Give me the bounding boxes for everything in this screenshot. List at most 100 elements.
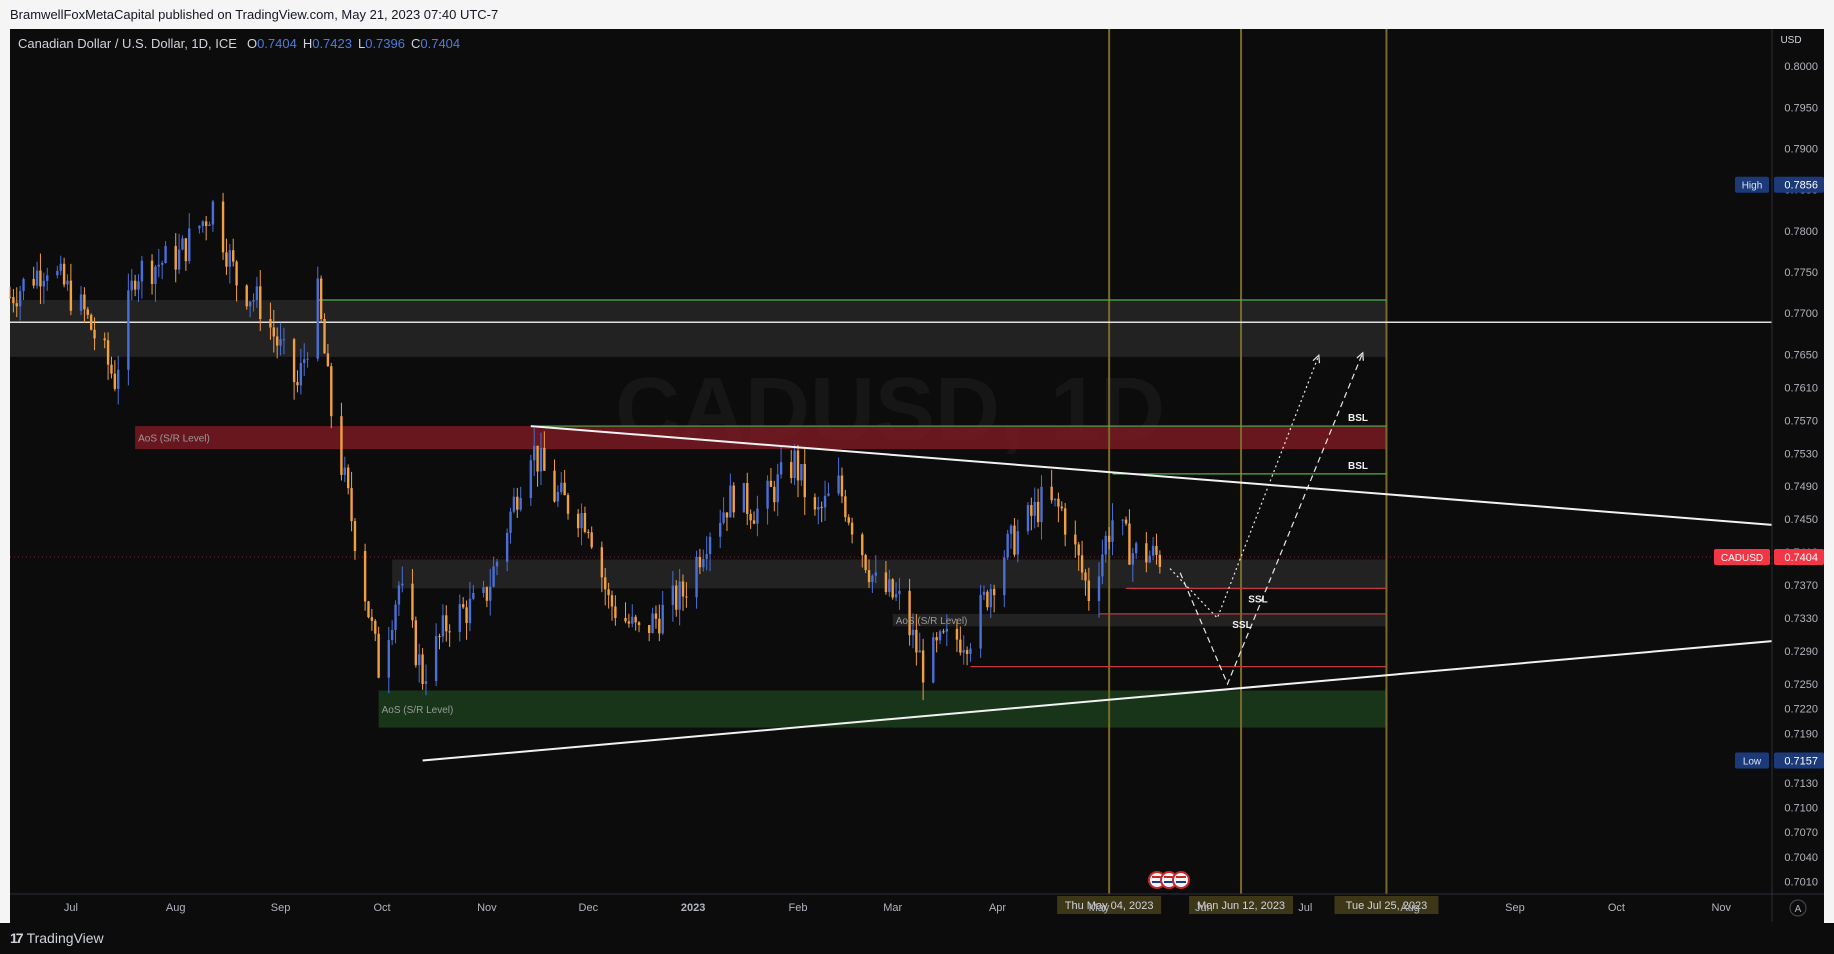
candle: [725, 512, 729, 531]
candle-body: [1016, 531, 1020, 555]
candle: [1013, 518, 1016, 557]
bottom-bar: [0, 923, 1834, 954]
candle-body: [394, 604, 397, 630]
candle-body: [56, 270, 59, 276]
candle: [248, 301, 252, 318]
vline-jul-25-tag: [1334, 896, 1439, 914]
candle-body: [516, 496, 519, 510]
candle: [651, 607, 654, 634]
candle: [495, 558, 499, 576]
candle: [969, 642, 972, 662]
candle: [472, 585, 475, 601]
candle-body: [979, 594, 982, 649]
candle: [749, 509, 752, 529]
candle-body: [62, 263, 66, 285]
candle-body: [989, 588, 992, 608]
candle: [1128, 509, 1131, 566]
candle-body: [1124, 519, 1128, 524]
candle: [590, 526, 593, 550]
candle-body: [888, 579, 891, 593]
candle: [228, 244, 232, 284]
candle: [211, 199, 215, 232]
candle: [59, 255, 62, 276]
candle-body: [255, 286, 259, 301]
candle-body: [756, 508, 759, 524]
vline-jun-12-tag: [1189, 896, 1294, 914]
candle: [441, 604, 445, 643]
candle: [769, 468, 773, 488]
candle-body: [725, 512, 729, 518]
candle: [837, 457, 840, 496]
candle-body: [1013, 525, 1016, 555]
candle: [1077, 541, 1080, 571]
bsl-lower-label: BSL: [1348, 461, 1368, 472]
candle-body: [800, 464, 803, 481]
candle-body: [533, 445, 536, 461]
candle-body: [184, 238, 188, 262]
candle-body: [1050, 486, 1053, 501]
candle-body: [631, 616, 634, 624]
candle: [955, 619, 959, 652]
candle: [505, 528, 509, 572]
candle-body: [1155, 545, 1158, 555]
ssl-lower-label: SSL: [1232, 620, 1251, 631]
candle-body: [117, 369, 120, 389]
candle-body: [1145, 543, 1148, 563]
gray-zone-upper: [10, 300, 1387, 357]
candle: [353, 518, 357, 560]
tradingview-logo[interactable]: 17 TradingView: [10, 928, 104, 948]
symbol-title[interactable]: Canadian Dollar / U.S. Dollar, 1D, ICE: [18, 35, 237, 51]
chart-frame: [10, 29, 1824, 923]
candle-body: [424, 681, 428, 684]
candle: [1009, 524, 1013, 549]
candle: [89, 313, 93, 331]
candle-body: [401, 583, 404, 586]
candle: [1063, 502, 1067, 547]
candle: [62, 257, 66, 288]
candle: [560, 471, 563, 495]
candle: [340, 402, 343, 481]
high-marker-tag: [1735, 176, 1769, 193]
candle: [1131, 547, 1135, 582]
candle: [671, 571, 675, 622]
candle-body: [1101, 554, 1104, 577]
candle: [316, 266, 319, 362]
candle: [421, 648, 424, 690]
candle-body: [837, 475, 840, 494]
x-tick-label: Sep: [1505, 902, 1525, 914]
candle-body: [326, 353, 330, 367]
x-tick-label: Aug: [1400, 902, 1420, 914]
candle-body: [86, 309, 89, 315]
candle: [918, 632, 921, 653]
candle-body: [607, 589, 610, 596]
candle-body: [228, 250, 232, 267]
candle-body: [543, 447, 546, 471]
resistance-zone: [135, 426, 1387, 450]
candle-body: [627, 621, 631, 624]
y-tick-label: 0.7370: [1784, 580, 1818, 592]
event-flag-stripe: [1164, 876, 1174, 878]
candle: [292, 337, 296, 400]
auto-scale-button[interactable]: A: [1789, 899, 1807, 917]
x-tick-label: Dec: [579, 902, 599, 914]
x-tick-label: Mar: [883, 902, 902, 914]
candle-body: [921, 650, 925, 683]
candle: [127, 273, 130, 386]
candle: [1057, 492, 1060, 523]
candle: [394, 600, 397, 644]
candle-body: [482, 587, 485, 593]
candle: [461, 597, 465, 609]
candle-body: [911, 629, 915, 636]
candle-body: [445, 615, 448, 632]
y-tick-label: 0.7330: [1784, 613, 1818, 625]
candle-body: [749, 513, 752, 521]
candle: [390, 620, 394, 646]
y-tick-label: 0.7650: [1784, 349, 1818, 361]
candle: [685, 582, 688, 608]
candle-body: [299, 362, 303, 386]
candle: [370, 608, 374, 631]
candle: [306, 351, 309, 368]
candle-body: [891, 579, 894, 598]
candle: [79, 285, 83, 316]
